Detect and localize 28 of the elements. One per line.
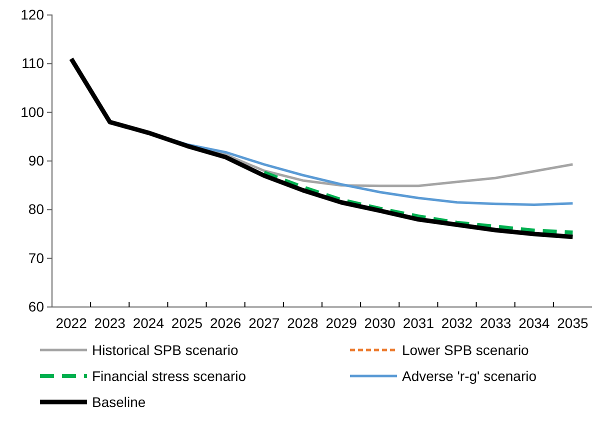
x-tick-label: 2022 <box>56 315 88 332</box>
line-series <box>262 170 575 235</box>
x-tick-label: 2029 <box>326 315 358 332</box>
y-tick-label: 90 <box>28 152 44 168</box>
legend-label: Financial stress scenario <box>92 368 246 384</box>
y-tick-label: 70 <box>28 250 44 266</box>
x-tick-label: 2035 <box>557 315 588 332</box>
legend-label: Baseline <box>92 394 146 410</box>
x-tick-label: 2024 <box>132 315 164 332</box>
x-tick-label: 2033 <box>480 315 512 332</box>
y-tick-label: 110 <box>22 55 44 72</box>
x-tick-label: 2025 <box>171 315 203 332</box>
legend-label: Historical SPB scenario <box>92 342 238 358</box>
x-tick-label: 2034 <box>518 315 550 332</box>
x-tick-label: 2026 <box>210 315 242 332</box>
x-tick-label: 2032 <box>441 315 473 332</box>
y-tick-label: 60 <box>28 298 44 314</box>
line-series <box>69 56 575 240</box>
y-tick-label: 100 <box>20 104 44 120</box>
y-tick-label: 120 <box>20 6 44 22</box>
x-tick-label: 2028 <box>287 315 318 332</box>
y-tick-label: 80 <box>28 201 44 218</box>
x-tick-label: 2023 <box>94 315 126 332</box>
x-tick-label: 2027 <box>248 315 280 332</box>
legend-label: Lower SPB scenario <box>402 342 530 358</box>
x-tick-label: 2031 <box>402 315 434 332</box>
legend-label: Adverse 'r-g' scenario <box>402 368 537 384</box>
x-tick-label: 2030 <box>364 315 396 332</box>
